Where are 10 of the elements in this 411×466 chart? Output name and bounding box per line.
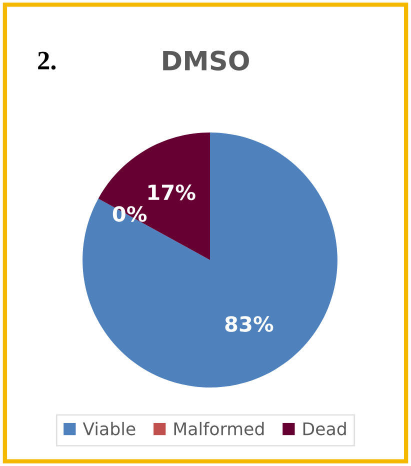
text: 0% [112,206,147,222]
legend-label: Malformed [174,422,264,436]
data-label: 83% [225,316,274,332]
pie-slice [82,132,338,388]
pie-slice [98,132,210,260]
legend-label: Dead [303,422,346,436]
data-label: 17% [148,184,196,200]
legend-label: Viable [82,422,136,436]
chart-title: DMSO [163,50,249,71]
text: 2. [38,52,56,70]
